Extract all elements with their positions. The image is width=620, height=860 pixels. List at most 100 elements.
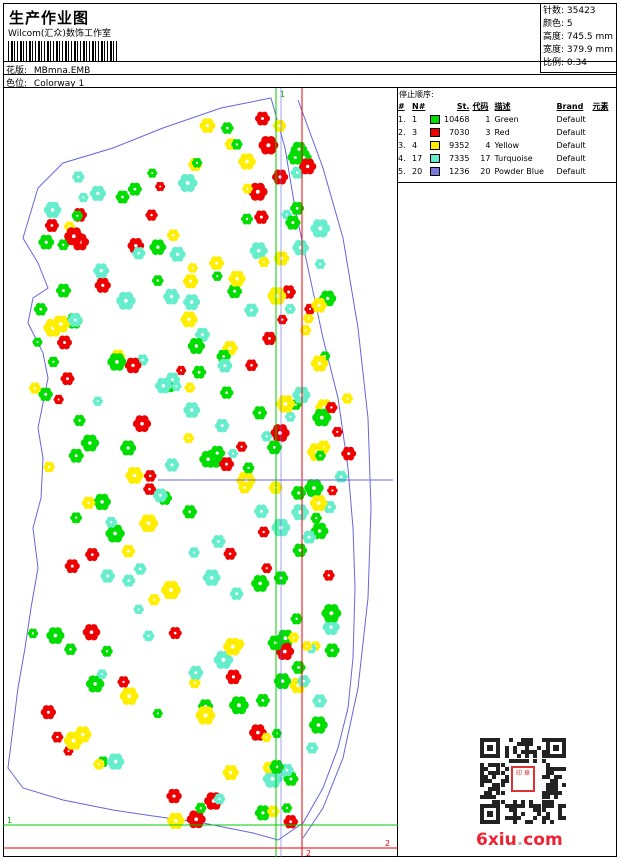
qr-finder <box>480 804 500 824</box>
flower-motif <box>115 190 130 204</box>
col-brand: Brand <box>556 102 584 111</box>
flower-motif <box>171 381 182 392</box>
flower-motif <box>228 270 246 287</box>
table-row: 3. 4 9352 4 Yellow Default <box>398 139 614 152</box>
flower-motif <box>291 661 306 675</box>
flower-motif <box>214 418 230 433</box>
stop-sequence-table: # N# St. 代码 描述 Brand 元素 1. 1 10468 1 Green De… <box>398 100 614 178</box>
qr-module <box>480 779 484 783</box>
flower-motif <box>299 325 312 336</box>
qr-module <box>529 803 534 808</box>
cell-idx: 2. <box>398 128 406 137</box>
qr-module <box>541 758 546 763</box>
flower-motif <box>223 637 243 656</box>
qr-module <box>500 762 505 767</box>
color-swatch <box>430 141 440 150</box>
watermark-dot: . <box>516 830 524 850</box>
flower-motif <box>220 386 234 399</box>
qr-module <box>533 754 538 759</box>
qr-module <box>504 746 509 751</box>
flower-motif <box>261 563 273 574</box>
flower-motif <box>306 742 319 754</box>
flower-motif <box>116 291 136 310</box>
col-swatch <box>430 100 444 113</box>
qr-module <box>541 795 546 800</box>
flower-motif <box>251 575 270 592</box>
flower-motif <box>33 303 48 316</box>
qr-module <box>521 758 525 763</box>
cell-st: 7030 <box>449 128 470 137</box>
flower-motif <box>169 246 186 262</box>
flower-motif <box>236 441 248 452</box>
flower-motif <box>325 401 338 414</box>
flower-motif <box>213 793 226 805</box>
qr-module <box>525 820 530 824</box>
flower-motif <box>310 355 329 372</box>
flower-motif <box>258 256 270 268</box>
cell-brand: Default <box>556 167 586 176</box>
color-swatch <box>430 115 440 124</box>
marker-red-bottom: 2 <box>306 849 311 857</box>
qr-module <box>541 738 546 742</box>
flower-motif <box>195 802 207 814</box>
flower-motif <box>51 731 64 743</box>
cell-desc: Green <box>494 115 519 124</box>
flower-motif <box>161 580 181 600</box>
qr-module <box>504 815 509 820</box>
flower-motif <box>71 210 83 222</box>
flower-motif <box>220 122 234 134</box>
cell-desc: Yellow <box>494 141 520 150</box>
flower-motif <box>125 467 144 484</box>
flower-motif <box>248 182 268 201</box>
qr-module <box>521 799 525 804</box>
qr-module <box>557 811 562 816</box>
cell-brand: Default <box>556 115 586 124</box>
qr-module <box>521 742 525 747</box>
flower-motif <box>38 234 55 250</box>
qr-module <box>508 807 513 812</box>
flower-motif <box>46 627 65 644</box>
flower-motif <box>242 462 255 474</box>
qr-module <box>562 815 566 820</box>
qr-module <box>484 779 489 783</box>
header-divider <box>3 74 617 75</box>
flower-motif <box>222 341 238 356</box>
qr-module <box>480 762 484 767</box>
flower-motif <box>309 495 328 512</box>
qr-code: 印 章 <box>480 738 566 824</box>
cell-idx: 1. <box>398 115 406 124</box>
qr-module <box>500 799 505 804</box>
qr-module <box>562 783 566 788</box>
flower-motif <box>213 650 234 669</box>
studio-name: Wilcom(汇众)数饰工作室 <box>8 29 111 39</box>
col-element: 元素 <box>592 102 609 111</box>
qr-module <box>557 803 562 808</box>
cell-el <box>592 126 614 139</box>
flower-motif <box>272 169 289 185</box>
flower-motif <box>145 209 158 221</box>
flower-motif <box>195 706 216 725</box>
qr-module <box>533 803 538 808</box>
qr-module <box>492 774 497 779</box>
qr-module <box>500 791 505 796</box>
flower-motif <box>94 277 111 293</box>
qr-module <box>557 807 562 812</box>
flower-motif <box>119 687 139 705</box>
col-code: 代码 <box>472 102 489 111</box>
cell-code: 3 <box>485 128 491 137</box>
stat-scale: 比例: 0.34 <box>543 58 587 68</box>
flower-motif <box>184 382 196 393</box>
qr-module <box>512 803 517 808</box>
flower-motif <box>238 153 256 170</box>
qr-module <box>533 807 538 812</box>
flower-motif <box>292 543 308 557</box>
qr-module <box>504 774 509 779</box>
table-row: 4. 17 7335 17 Turquoise Default <box>398 152 614 165</box>
flower-motif <box>168 627 182 640</box>
qr-module <box>529 799 534 804</box>
flower-motif <box>106 753 125 770</box>
flower-motif <box>225 669 242 685</box>
flower-motif <box>199 118 216 133</box>
qr-module <box>521 738 525 742</box>
qr-module <box>488 795 493 800</box>
